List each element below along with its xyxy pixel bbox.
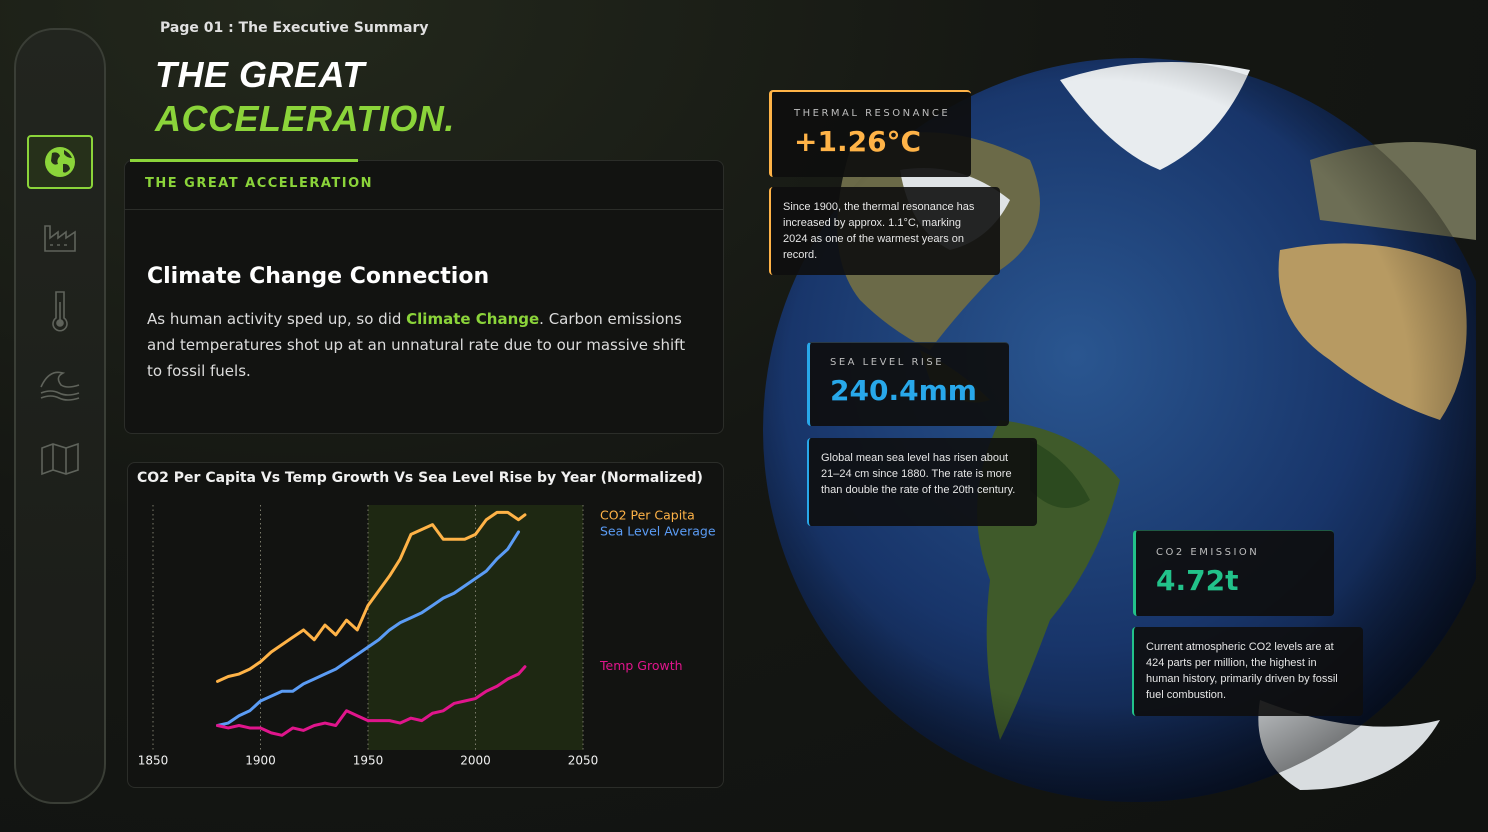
metric-label: SEA LEVEL RISE (830, 357, 945, 368)
highlight: Climate Change (406, 310, 540, 328)
metric-card: THERMAL RESONANCE +1.26°C (769, 90, 971, 177)
x-tick-label: 1950 (353, 754, 384, 768)
series-line (216, 510, 527, 683)
legend-entry: Temp Growth (599, 658, 683, 673)
metric-value: 240.4mm (830, 374, 977, 407)
globe-icon (45, 147, 75, 177)
metric-label: CO2 EMISSION (1156, 547, 1260, 558)
x-tick-label: 1900 (245, 754, 276, 768)
card-tab: THE GREAT ACCELERATION (145, 176, 374, 191)
text: As human activity sped up, so did (147, 310, 407, 328)
text: . Carbon emissions and temperatures shot… (147, 310, 686, 380)
x-tick-label: 1850 (138, 754, 169, 768)
card-heading: Climate Change Connection (147, 264, 490, 289)
x-tick-label: 2050 (568, 754, 599, 768)
legend-entry: Sea Level Average (600, 524, 716, 539)
metric-description: Since 1900, the thermal resonance has in… (769, 187, 1000, 275)
nav-sea[interactable] (27, 357, 93, 409)
map-icon (41, 442, 79, 476)
divider (125, 209, 723, 210)
page-label: Page 01 : The Executive Summary (160, 20, 429, 36)
metric-card: SEA LEVEL RISE 240.4mm (807, 342, 1009, 426)
chart-title: CO2 Per Capita Vs Temp Growth Vs Sea Lev… (137, 470, 703, 486)
metric-value: +1.26°C (794, 125, 922, 158)
series-line (216, 665, 527, 737)
summary-card (124, 160, 724, 434)
legend-entry: CO2 Per Capita (600, 508, 695, 523)
metric-value: 4.72t (1156, 564, 1239, 597)
tab-accent (130, 159, 358, 162)
nav-temperature[interactable] (27, 284, 93, 336)
series-line (216, 530, 520, 727)
metric-label: THERMAL RESONANCE (794, 108, 951, 119)
factory-icon (44, 225, 76, 252)
metric-card: CO2 EMISSION 4.72t (1133, 530, 1334, 616)
nav-map[interactable] (27, 432, 93, 484)
title-line1: THE GREAT (155, 54, 365, 95)
card-text: As human activity sped up, so did Climat… (147, 306, 702, 384)
wave-icon (40, 371, 80, 401)
metric-description: Current atmospheric CO2 levels are at 42… (1132, 627, 1363, 716)
x-tick-label: 2000 (460, 754, 491, 768)
nav-globe[interactable] (27, 135, 93, 189)
title-line2: ACCELERATION. (155, 98, 455, 139)
metric-description: Global mean sea level has risen about 21… (807, 438, 1037, 526)
chart: CO2 Per Capita Vs Temp Growth Vs Sea Lev… (137, 470, 716, 768)
nav-industry[interactable] (27, 210, 93, 262)
thermometer-icon (52, 291, 68, 332)
